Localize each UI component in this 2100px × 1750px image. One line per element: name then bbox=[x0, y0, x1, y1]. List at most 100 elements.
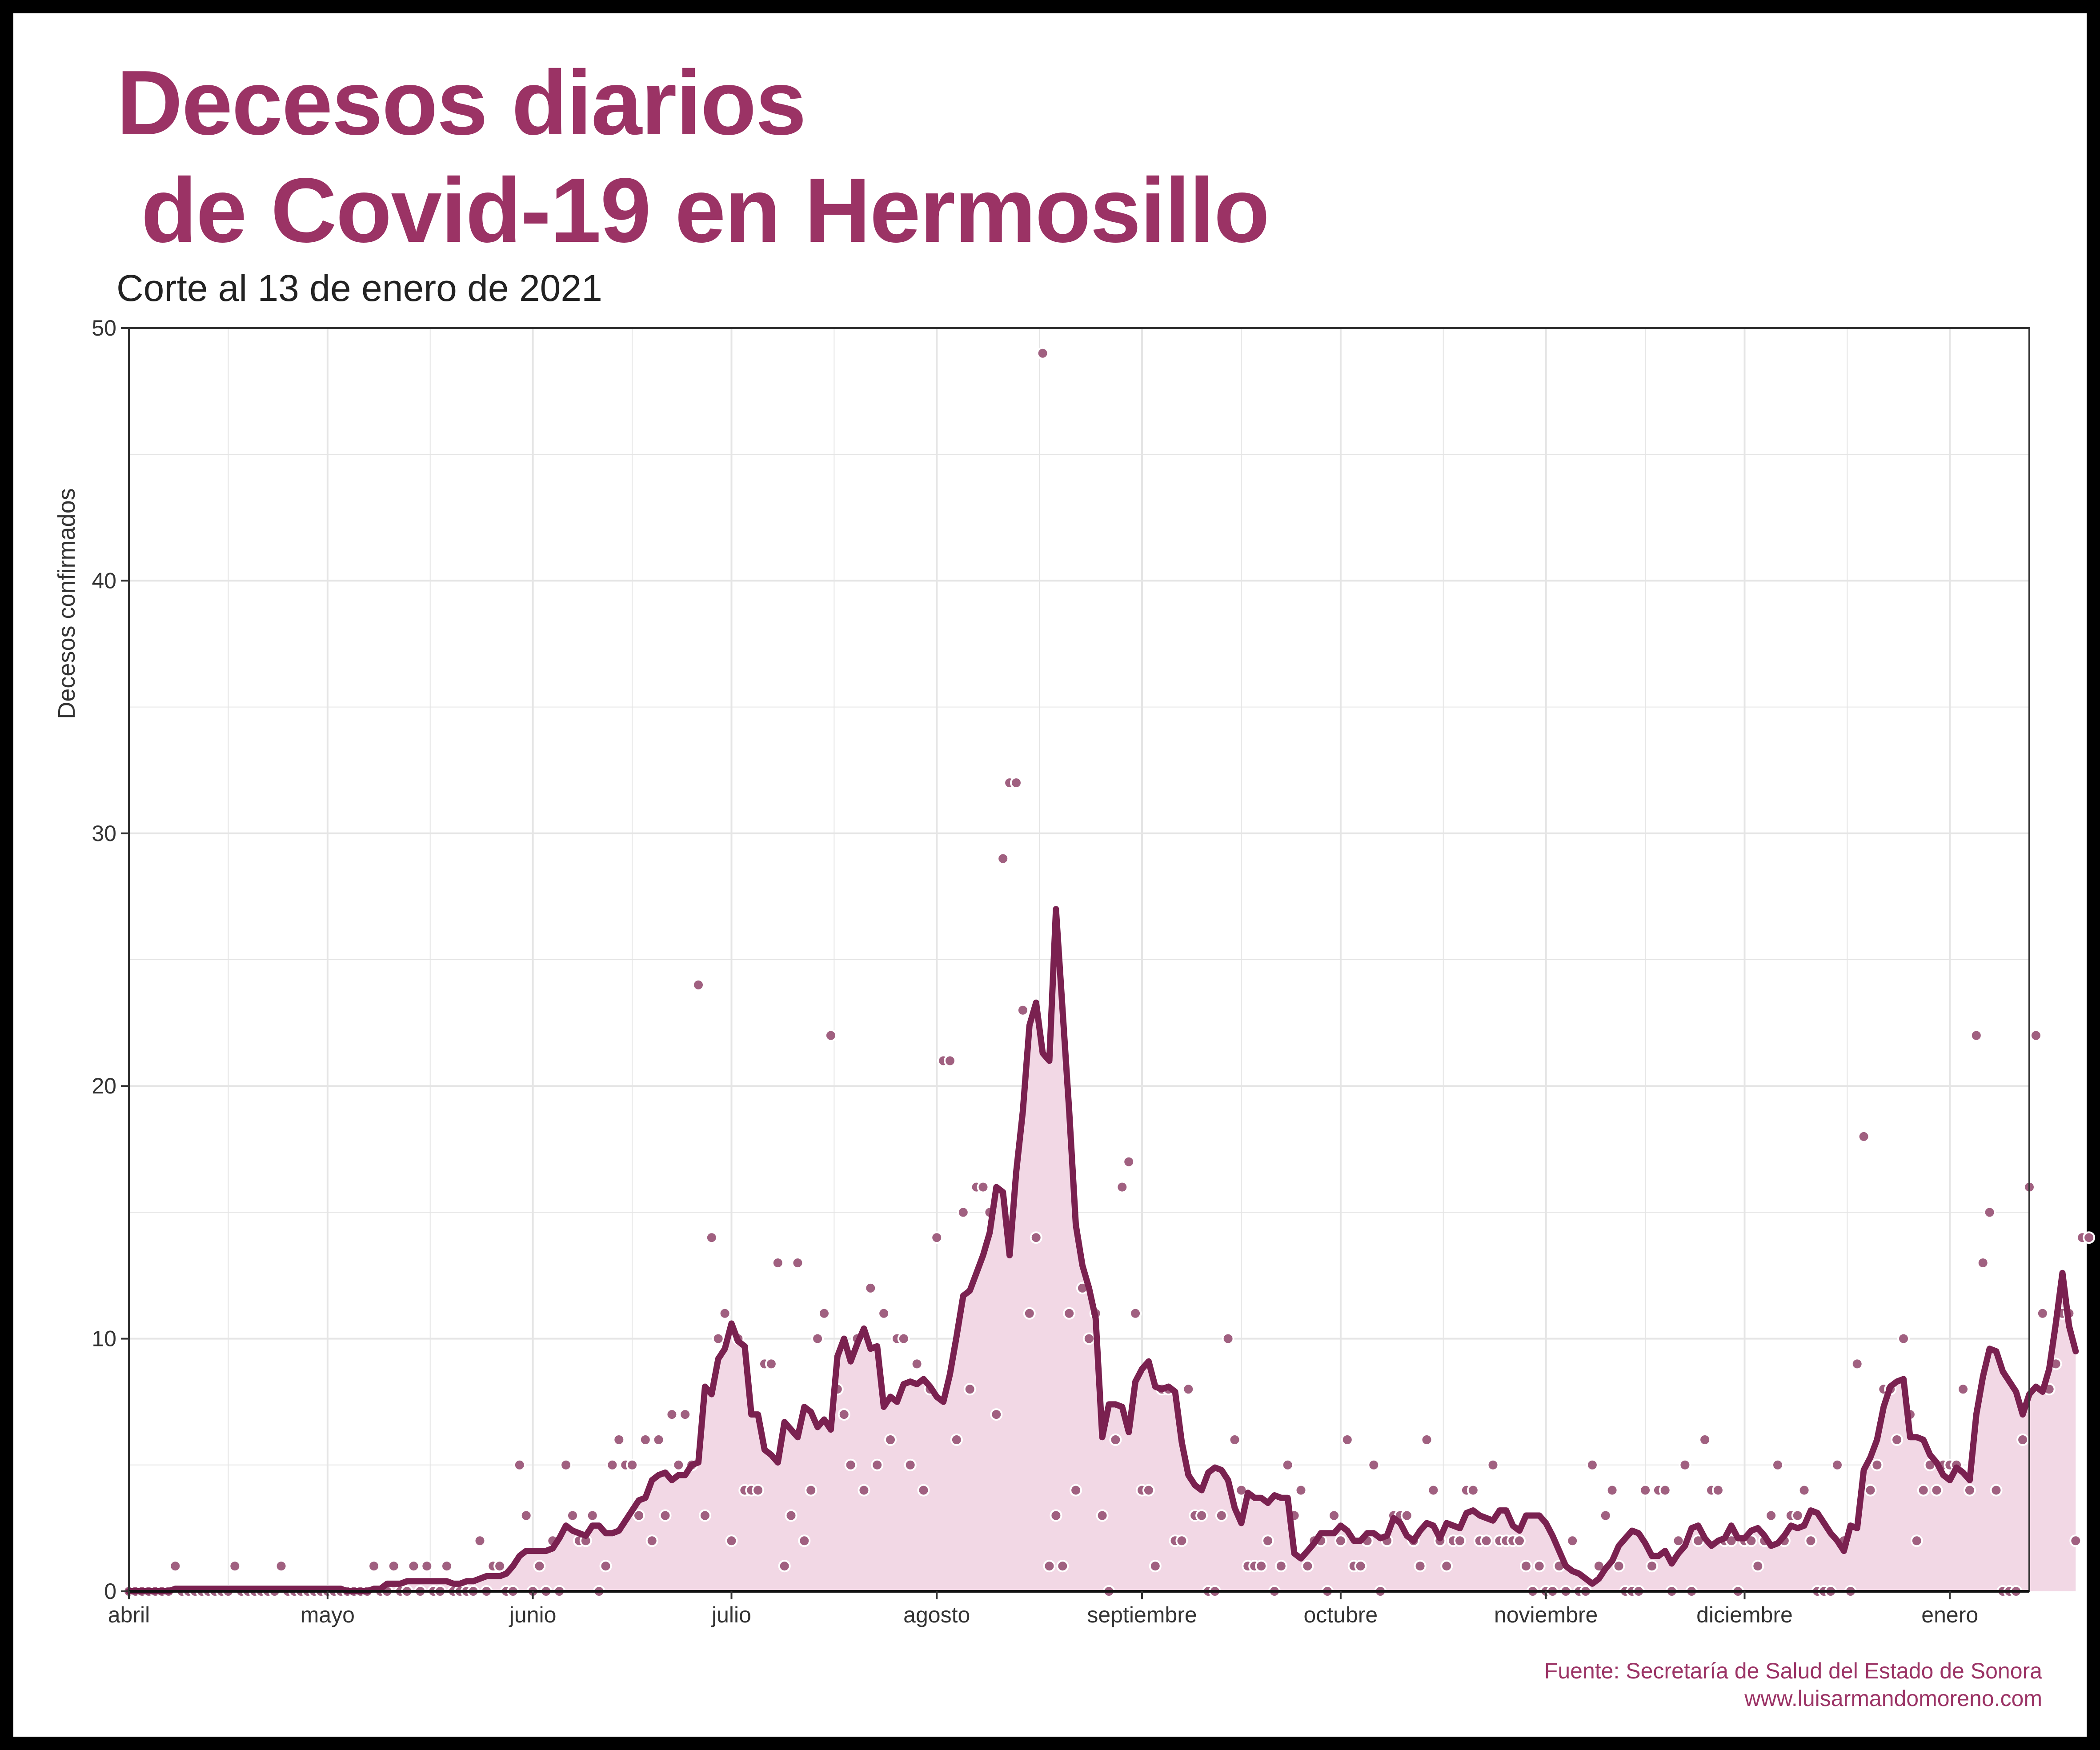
moving-average-line bbox=[126, 906, 2079, 1594]
data-point bbox=[1910, 1534, 1923, 1547]
data-point bbox=[1149, 1560, 1162, 1573]
points-layer bbox=[123, 347, 2096, 1598]
data-point bbox=[626, 1458, 639, 1471]
data-point bbox=[586, 1509, 599, 1522]
data-point bbox=[1082, 1332, 1095, 1345]
data-point bbox=[2083, 1231, 2096, 1244]
data-point bbox=[1679, 1458, 1691, 1471]
data-point bbox=[533, 1560, 546, 1573]
data-point bbox=[944, 1054, 956, 1067]
data-point bbox=[1533, 1560, 1546, 1573]
data-point bbox=[1917, 1484, 1930, 1497]
data-point bbox=[1129, 1307, 1142, 1320]
data-point bbox=[1646, 1560, 1658, 1573]
data-point bbox=[1897, 1332, 1910, 1345]
data-point bbox=[2036, 1307, 2049, 1320]
data-point bbox=[785, 1509, 798, 1522]
data-point bbox=[1566, 1534, 1579, 1547]
data-point bbox=[811, 1332, 824, 1345]
data-point bbox=[1871, 1458, 1884, 1471]
data-point bbox=[1963, 1484, 1976, 1497]
data-point bbox=[672, 1458, 685, 1471]
data-point bbox=[1440, 1560, 1453, 1573]
data-point bbox=[1414, 1560, 1427, 1573]
data-point bbox=[1891, 1434, 1904, 1446]
data-point bbox=[1294, 1484, 1307, 1497]
data-point bbox=[1930, 1484, 1943, 1497]
data-point bbox=[1851, 1358, 1864, 1370]
data-point bbox=[1467, 1484, 1479, 1497]
x-tick-label: mayo bbox=[301, 1602, 355, 1627]
data-point bbox=[368, 1560, 381, 1573]
data-point bbox=[1599, 1509, 1612, 1522]
data-point bbox=[957, 1206, 970, 1219]
data-point bbox=[798, 1534, 811, 1547]
y-axis-label: Decesos confirmados bbox=[53, 488, 80, 719]
data-point bbox=[606, 1458, 619, 1471]
data-point bbox=[805, 1484, 818, 1497]
data-point bbox=[1215, 1509, 1228, 1522]
data-point bbox=[2029, 1029, 2042, 1042]
data-point bbox=[838, 1408, 850, 1421]
data-point bbox=[818, 1307, 830, 1320]
data-point bbox=[725, 1534, 738, 1547]
data-point bbox=[645, 1534, 658, 1547]
data-point bbox=[1301, 1560, 1314, 1573]
x-tick-label: octubre bbox=[1303, 1602, 1378, 1627]
data-point bbox=[878, 1307, 890, 1320]
data-point bbox=[1976, 1257, 1989, 1269]
data-point bbox=[1957, 1383, 1969, 1396]
data-point bbox=[1030, 1231, 1042, 1244]
data-point bbox=[858, 1484, 870, 1497]
data-point bbox=[692, 978, 705, 991]
data-point bbox=[1116, 1181, 1129, 1193]
data-point bbox=[659, 1509, 672, 1522]
data-point bbox=[421, 1560, 433, 1573]
data-point bbox=[441, 1560, 453, 1573]
data-point bbox=[1771, 1458, 1784, 1471]
data-point bbox=[778, 1560, 791, 1573]
data-point bbox=[705, 1231, 718, 1244]
y-tick-label: 20 bbox=[92, 1073, 116, 1098]
line-layer bbox=[126, 906, 2079, 1594]
data-point bbox=[930, 1231, 943, 1244]
data-point bbox=[1639, 1484, 1652, 1497]
data-point bbox=[520, 1509, 533, 1522]
data-point bbox=[712, 1332, 725, 1345]
y-tick-label: 40 bbox=[92, 568, 116, 593]
data-point bbox=[387, 1560, 400, 1573]
tick-labels: 0 10 20 30 40 50 abril mayo junio julio agosto sept… bbox=[92, 316, 1978, 1627]
data-point bbox=[1831, 1458, 1844, 1471]
data-point bbox=[2069, 1534, 2082, 1547]
x-tick-label: noviembre bbox=[1494, 1602, 1598, 1627]
y-tick-label: 30 bbox=[92, 821, 116, 846]
data-point bbox=[897, 1332, 910, 1345]
data-point bbox=[493, 1560, 506, 1573]
data-point bbox=[1586, 1458, 1599, 1471]
data-point bbox=[1262, 1534, 1274, 1547]
data-point bbox=[791, 1257, 804, 1269]
x-tick-label: enero bbox=[1921, 1602, 1978, 1627]
data-point bbox=[1056, 1560, 1069, 1573]
data-point bbox=[871, 1458, 884, 1471]
data-point bbox=[1480, 1534, 1493, 1547]
data-point bbox=[599, 1560, 612, 1573]
data-point bbox=[752, 1484, 765, 1497]
data-point bbox=[1990, 1484, 2003, 1497]
data-point bbox=[665, 1408, 678, 1421]
title-line-1: Decesos diarios bbox=[116, 52, 806, 154]
data-point bbox=[1043, 1560, 1056, 1573]
data-point bbox=[765, 1358, 777, 1370]
data-point bbox=[698, 1509, 711, 1522]
data-point bbox=[566, 1509, 579, 1522]
y-tick-label: 10 bbox=[92, 1326, 116, 1351]
data-point bbox=[1420, 1434, 1433, 1446]
x-tick-label: diciembre bbox=[1696, 1602, 1793, 1627]
data-point bbox=[997, 852, 1010, 865]
data-point bbox=[1122, 1155, 1135, 1168]
area-layer bbox=[129, 909, 2076, 1591]
data-point bbox=[1195, 1509, 1208, 1522]
data-point bbox=[1367, 1458, 1380, 1471]
data-point bbox=[1142, 1484, 1155, 1497]
